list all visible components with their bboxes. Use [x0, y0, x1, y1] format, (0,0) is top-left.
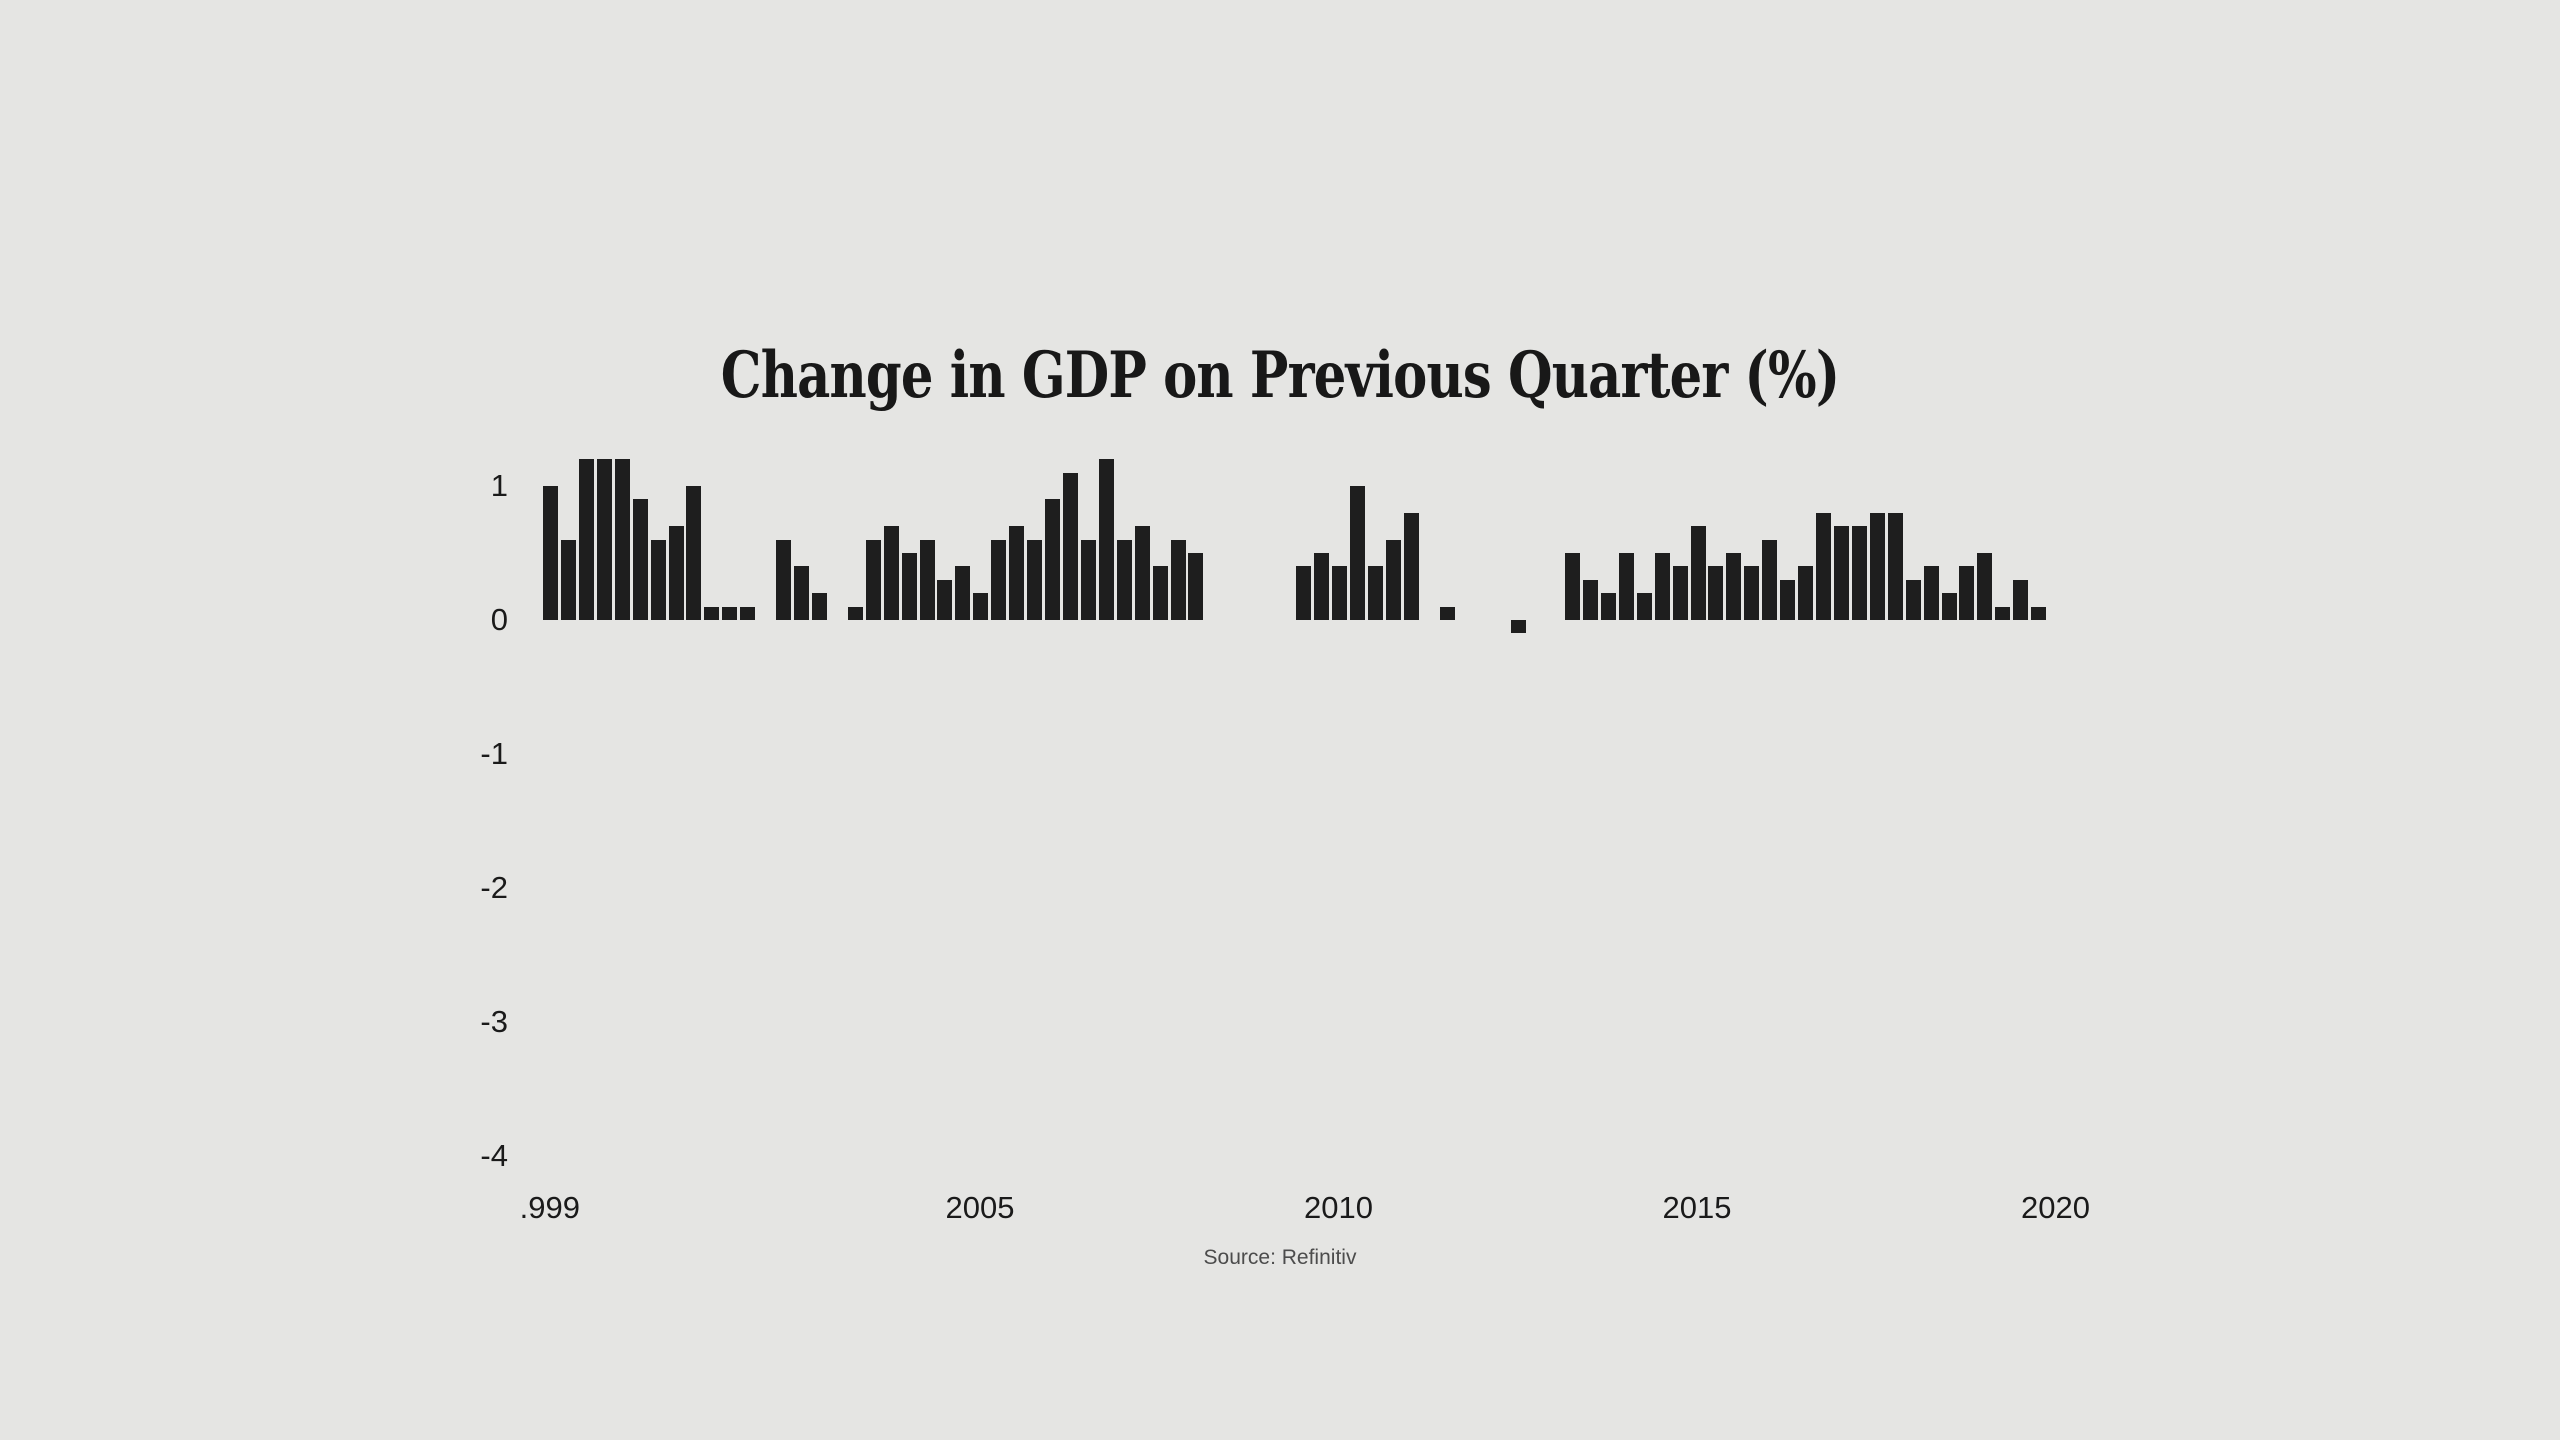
bar-2007-Q3: [1153, 566, 1168, 620]
bar-2011-Q3: [1440, 607, 1455, 620]
bar-2019-Q4: [2031, 607, 2046, 620]
bar-1999-Q1: [543, 486, 558, 620]
bar-2006-Q2: [1063, 473, 1078, 620]
bar-2003-Q2: [848, 607, 863, 620]
bar-2014-Q4: [1673, 566, 1688, 620]
x-tick-label-2020: 2020: [2021, 1190, 2090, 1225]
bar-2018-Q4: [1959, 566, 1974, 620]
bar-2000-Q4: [669, 526, 684, 620]
x-tick-label-1999: .999: [519, 1190, 580, 1225]
bar-1999-Q4: [597, 459, 612, 620]
bar-2014-Q3: [1655, 553, 1670, 620]
bar-2019-Q3: [2013, 580, 2028, 620]
bar-2006-Q4: [1099, 459, 1114, 620]
bar-2002-Q2: [776, 540, 791, 620]
x-tick-label-2010: 2010: [1304, 1190, 1373, 1225]
bar-1999-Q3: [579, 459, 594, 620]
bar-2005-Q3: [1009, 526, 1024, 620]
bar-2017-Q1: [1834, 526, 1849, 620]
bar-2007-Q1: [1117, 540, 1132, 620]
bar-1999-Q2: [561, 540, 576, 620]
bar-2009-Q3: [1296, 566, 1311, 620]
bar-2010-Q4: [1386, 540, 1401, 620]
bar-2019-Q1: [1977, 553, 1992, 620]
bar-2013-Q4: [1601, 593, 1616, 620]
bar-2000-Q2: [633, 499, 648, 620]
bar-2003-Q4: [884, 526, 899, 620]
bar-2001-Q4: [740, 607, 755, 620]
bar-2002-Q3: [794, 566, 809, 620]
y-tick-label--3: -3: [480, 1004, 508, 1039]
bar-2017-Q4: [1888, 513, 1903, 620]
bar-2015-Q2: [1708, 566, 1723, 620]
bar-2013-Q2: [1565, 553, 1580, 620]
bar-2013-Q3: [1583, 580, 1598, 620]
bar-2007-Q2: [1135, 526, 1150, 620]
y-tick-label--1: -1: [480, 736, 508, 771]
bar-2015-Q3: [1726, 553, 1741, 620]
bar-2017-Q2: [1852, 526, 1867, 620]
bar-2016-Q3: [1798, 566, 1813, 620]
bar-2010-Q2: [1350, 486, 1365, 620]
bar-2018-Q3: [1942, 593, 1957, 620]
y-tick-label--4: -4: [480, 1138, 508, 1173]
bar-2010-Q1: [1332, 566, 1347, 620]
bar-2006-Q3: [1081, 540, 1096, 620]
bar-2006-Q1: [1045, 499, 1060, 620]
bar-2007-Q4: [1171, 540, 1186, 620]
bar-2005-Q2: [991, 540, 1006, 620]
bar-2012-Q3: [1511, 620, 1526, 633]
bar-2004-Q4: [955, 566, 970, 620]
source-note: Source: Refinitiv: [1203, 1246, 1357, 1269]
bar-2016-Q1: [1762, 540, 1777, 620]
bar-2015-Q4: [1744, 566, 1759, 620]
bar-2009-Q4: [1314, 553, 1329, 620]
bar-2005-Q4: [1027, 540, 1042, 620]
bar-2010-Q3: [1368, 566, 1383, 620]
bar-2019-Q2: [1995, 607, 2010, 620]
x-tick-label-2015: 2015: [1662, 1190, 1732, 1225]
bar-2002-Q4: [812, 593, 827, 620]
bar-2004-Q2: [920, 540, 935, 620]
bar-2000-Q1: [615, 459, 630, 620]
chart-title: Change in GDP on Previous Quarter (%): [720, 337, 1840, 413]
bar-2003-Q3: [866, 540, 881, 620]
bar-2014-Q1: [1619, 553, 1634, 620]
bar-2001-Q3: [722, 607, 737, 620]
bar-2015-Q1: [1691, 526, 1706, 620]
bar-2011-Q1: [1404, 513, 1419, 620]
bar-2004-Q1: [902, 553, 917, 620]
y-tick-label-1: 1: [490, 468, 508, 503]
bar-2004-Q3: [937, 580, 952, 620]
bar-2001-Q1: [686, 486, 701, 620]
bar-2017-Q3: [1870, 513, 1885, 620]
bar-2014-Q2: [1637, 593, 1652, 620]
bar-2005-Q1: [973, 593, 988, 620]
bar-2018-Q2: [1924, 566, 1939, 620]
y-tick-label--2: -2: [480, 870, 508, 905]
bar-2016-Q2: [1780, 580, 1795, 620]
bar-2016-Q4: [1816, 513, 1831, 620]
bar-2018-Q1: [1906, 580, 1921, 620]
y-tick-label-0: 0: [490, 602, 508, 637]
bar-2000-Q3: [651, 540, 666, 620]
x-tick-label-2005: 2005: [945, 1190, 1015, 1225]
bar-2001-Q2: [704, 607, 719, 620]
bar-2008-Q1: [1188, 553, 1203, 620]
